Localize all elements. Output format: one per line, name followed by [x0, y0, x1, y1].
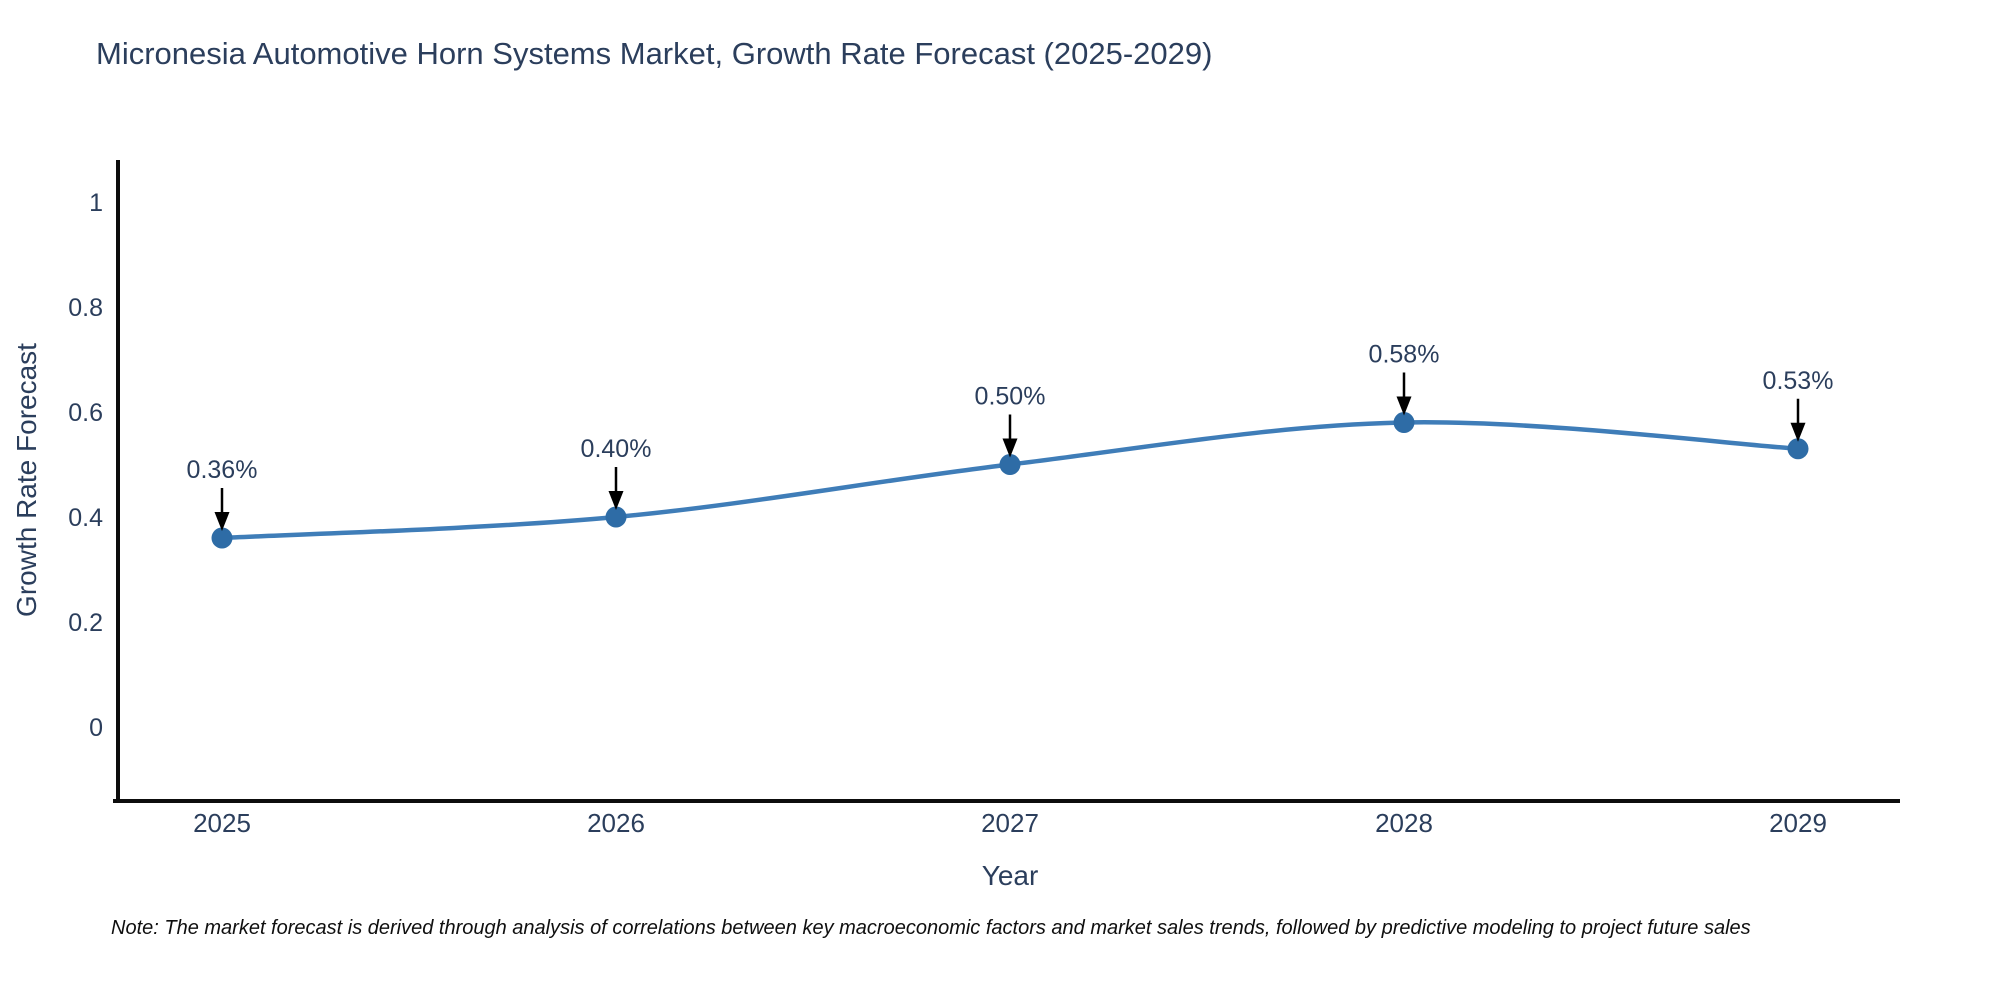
point-value-label: 0.40% [581, 435, 652, 463]
annotation-arrow-head [1790, 422, 1806, 442]
y-tick-label: 0.4 [68, 504, 103, 532]
x-tick-label: 2028 [1375, 808, 1433, 838]
x-tick-label: 2029 [1769, 808, 1827, 838]
point-value-label: 0.58% [1369, 341, 1440, 369]
forecast-methodology-note: Note: The market forecast is derived thr… [111, 917, 1751, 939]
annotation-arrow-head [608, 491, 624, 510]
data-point-marker [1393, 412, 1415, 433]
x-tick-label: 2027 [981, 808, 1039, 838]
point-value-label: 0.53% [1763, 367, 1834, 395]
data-point-marker [605, 506, 627, 528]
annotation-arrow-head [1396, 396, 1412, 416]
y-tick-label: 0.6 [68, 399, 103, 427]
x-tick-label: 2025 [193, 808, 251, 838]
annotation-arrow-head [214, 512, 230, 531]
point-value-label: 0.50% [975, 383, 1046, 411]
x-tick-label: 2026 [587, 808, 645, 838]
x-axis-title: Year [981, 860, 1039, 891]
y-tick-label: 1 [89, 189, 103, 217]
y-tick-label: 0 [89, 714, 103, 742]
data-point-marker [211, 527, 233, 549]
data-point-marker [1787, 438, 1809, 460]
annotation-arrow-head [1002, 438, 1018, 458]
data-point-marker [999, 454, 1021, 475]
y-tick-label: 0.2 [68, 609, 103, 637]
y-tick-label: 0.8 [68, 294, 103, 322]
point-value-label: 0.36% [187, 456, 258, 484]
chart-title: Micronesia Automotive Horn Systems Marke… [96, 36, 1213, 71]
